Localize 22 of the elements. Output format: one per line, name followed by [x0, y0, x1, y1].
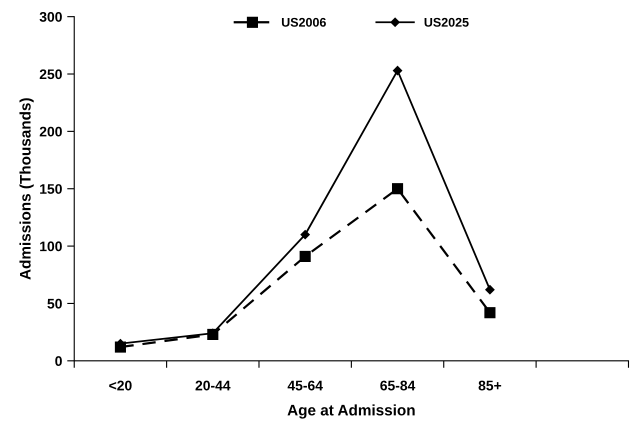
- legend-label: US2006: [282, 18, 326, 27]
- x-tick-label: 45-64: [288, 380, 323, 390]
- legend-label: US2025: [424, 18, 469, 27]
- y-axis-title: Admissions (Thousands): [19, 98, 34, 280]
- point: [484, 307, 496, 318]
- y-tick-label: 300: [40, 12, 62, 22]
- y-tick-label: 200: [40, 126, 62, 137]
- x-tick-label: 65-84: [380, 380, 416, 390]
- y-tick-label: 50: [47, 298, 62, 309]
- point: [485, 285, 495, 294]
- point: [392, 66, 402, 76]
- point: [392, 183, 404, 194]
- x-axis-title: Age at Admission: [288, 404, 415, 419]
- point: [300, 230, 310, 240]
- x-tick-label: 20-44: [196, 380, 230, 390]
- point: [300, 250, 311, 262]
- y-tick-label: 250: [40, 69, 62, 80]
- x-tick-label: 85+: [478, 380, 502, 390]
- x-tick-label: <20: [109, 380, 132, 390]
- y-tick-label: 0: [55, 356, 62, 366]
- y-tick-label: 150: [40, 184, 62, 194]
- y-tick-label: 100: [40, 241, 62, 252]
